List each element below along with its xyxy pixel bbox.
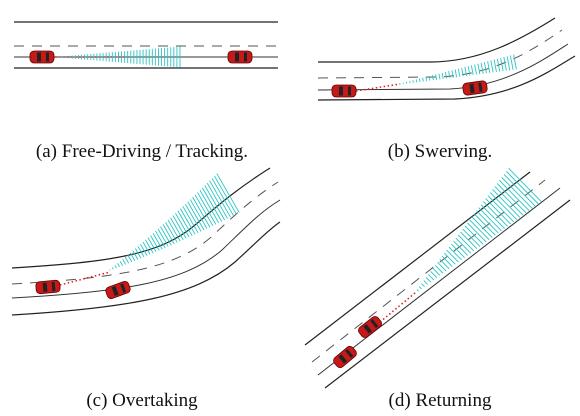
caption: (c) Overtaking bbox=[86, 390, 198, 411]
prediction bbox=[490, 193, 517, 220]
prediction bbox=[120, 261, 123, 265]
prediction bbox=[488, 196, 514, 222]
prediction bbox=[449, 247, 461, 260]
prediction bbox=[447, 250, 459, 262]
prediction bbox=[436, 74, 437, 79]
figure: (a) Free-Driving / Tracking. (b) Swervin… bbox=[0, 0, 580, 416]
prediction bbox=[474, 214, 495, 236]
car-part bbox=[228, 51, 252, 63]
prediction bbox=[445, 72, 446, 78]
prediction bbox=[424, 281, 428, 285]
car bbox=[228, 51, 252, 63]
prediction bbox=[175, 213, 189, 237]
prediction bbox=[481, 63, 483, 74]
prediction bbox=[419, 287, 421, 289]
prediction bbox=[442, 73, 443, 79]
prediction bbox=[449, 71, 450, 78]
prediction bbox=[140, 244, 147, 256]
prediction bbox=[465, 226, 483, 244]
road-edge bbox=[318, 18, 555, 62]
car-part bbox=[37, 53, 41, 62]
car-part bbox=[46, 53, 49, 62]
prediction bbox=[115, 265, 117, 268]
prediction bbox=[440, 259, 449, 269]
lane-marking bbox=[12, 182, 278, 284]
prediction bbox=[422, 284, 425, 287]
prediction bbox=[416, 79, 417, 82]
prediction bbox=[145, 240, 153, 253]
prediction bbox=[123, 259, 126, 264]
prediction bbox=[193, 197, 210, 227]
prediction bbox=[463, 229, 480, 247]
car bbox=[105, 280, 132, 299]
road-edge bbox=[305, 172, 530, 345]
prediction bbox=[483, 202, 507, 227]
prediction bbox=[475, 65, 477, 75]
car bbox=[357, 315, 383, 339]
car-part bbox=[36, 280, 61, 294]
prediction bbox=[478, 64, 480, 74]
prediction bbox=[486, 199, 511, 225]
trajectory bbox=[380, 293, 415, 322]
caption: (a) Free-Driving / Tracking. bbox=[36, 141, 248, 162]
prediction bbox=[504, 57, 507, 71]
prediction bbox=[507, 56, 510, 70]
prediction bbox=[491, 60, 493, 72]
lane-line bbox=[318, 44, 568, 90]
prediction bbox=[426, 277, 431, 282]
car-part bbox=[332, 85, 356, 97]
prediction bbox=[442, 256, 452, 266]
prediction bbox=[458, 69, 460, 77]
car bbox=[36, 280, 61, 294]
prediction bbox=[488, 61, 490, 73]
car-part bbox=[462, 80, 487, 95]
car bbox=[332, 85, 356, 97]
prediction bbox=[495, 186, 523, 215]
lane-marking bbox=[318, 30, 562, 78]
prediction bbox=[432, 75, 433, 80]
road-edge bbox=[325, 200, 570, 388]
car-part bbox=[105, 280, 132, 299]
car-part bbox=[339, 87, 343, 96]
prediction bbox=[481, 205, 504, 229]
prediction bbox=[506, 171, 538, 204]
prediction bbox=[173, 215, 186, 238]
prediction bbox=[455, 69, 456, 77]
prediction bbox=[439, 74, 440, 80]
prediction bbox=[428, 274, 433, 280]
prediction bbox=[444, 253, 455, 264]
prediction bbox=[198, 192, 216, 224]
prediction bbox=[514, 55, 517, 70]
prediction bbox=[493, 189, 520, 217]
prediction bbox=[419, 79, 420, 82]
prediction bbox=[494, 60, 496, 72]
prediction bbox=[170, 218, 183, 240]
prediction bbox=[128, 255, 132, 262]
prediction bbox=[431, 271, 437, 277]
car-part bbox=[244, 53, 247, 62]
prediction bbox=[471, 65, 473, 75]
prediction bbox=[112, 267, 113, 269]
car bbox=[30, 51, 54, 63]
prediction bbox=[117, 263, 119, 267]
prediction bbox=[438, 262, 447, 271]
prediction bbox=[484, 62, 486, 73]
caption: (d) Returning bbox=[389, 390, 492, 411]
car-part bbox=[348, 87, 351, 96]
car-part bbox=[357, 315, 383, 339]
prediction bbox=[143, 242, 150, 254]
car bbox=[462, 80, 487, 95]
prediction bbox=[195, 195, 213, 226]
prediction bbox=[417, 290, 418, 292]
caption: (b) Swerving. bbox=[388, 141, 492, 162]
car-part bbox=[30, 51, 54, 63]
prediction bbox=[423, 78, 424, 82]
prediction bbox=[510, 55, 513, 69]
lane-line bbox=[318, 188, 560, 375]
prediction bbox=[415, 293, 416, 294]
prediction bbox=[125, 257, 129, 263]
panel-b bbox=[318, 18, 575, 100]
car-part bbox=[43, 283, 48, 292]
car-part bbox=[235, 53, 239, 62]
